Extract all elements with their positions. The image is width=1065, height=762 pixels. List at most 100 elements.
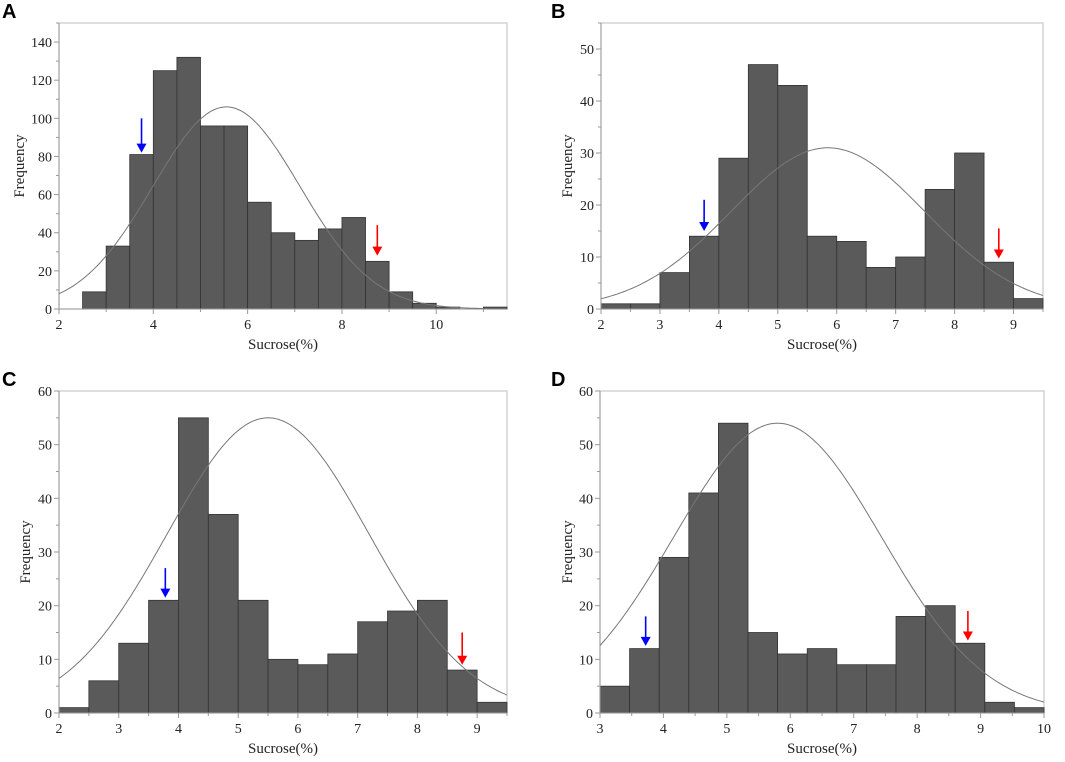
histogram-bar — [297, 664, 329, 714]
y-tick-label: 20 — [579, 600, 593, 615]
blue-arrow-icon — [640, 616, 651, 646]
x-tick-label: 7 — [354, 722, 361, 737]
histogram-bar — [659, 272, 690, 310]
x-tick-label: 6 — [833, 318, 840, 333]
y-tick-label: 0 — [45, 303, 52, 318]
histogram-bar — [412, 302, 437, 310]
histogram-bar — [105, 245, 131, 310]
histogram-bar — [599, 685, 631, 714]
histogram-bar — [129, 154, 154, 310]
y-tick-label: 40 — [38, 492, 52, 507]
y-tick-label: 20 — [38, 600, 52, 615]
histogram-bar — [446, 669, 478, 714]
histogram-bar — [200, 125, 225, 310]
x-tick-label: 4 — [150, 318, 157, 333]
y-tick-label: 10 — [580, 251, 594, 266]
histogram-bar — [207, 514, 239, 714]
normal-curve — [58, 106, 508, 310]
x-tick-label: 8 — [951, 318, 958, 333]
histogram-bar — [294, 239, 319, 310]
arrow-head — [962, 631, 973, 641]
red-arrow-icon — [993, 228, 1004, 259]
histogram-bar — [476, 701, 508, 714]
x-axis-label: Sucrose(%) — [787, 741, 857, 757]
y-tick-label: 50 — [38, 439, 52, 454]
histogram-bar — [718, 422, 749, 714]
x-tick-label: 6 — [294, 722, 301, 737]
y-axis-label: Frequency — [560, 134, 576, 198]
histogram-bar — [983, 261, 1014, 310]
histogram-bar — [658, 556, 690, 714]
x-tick-label: 7 — [892, 318, 899, 333]
x-tick-label: 3 — [656, 318, 663, 333]
histogram-bar — [223, 125, 249, 310]
histogram-bar — [718, 157, 749, 310]
histogram-bar — [924, 188, 956, 310]
histogram-bar — [836, 664, 867, 714]
histogram-bar — [270, 232, 296, 310]
y-tick-label: 20 — [580, 199, 594, 214]
histogram-bar — [317, 228, 343, 310]
x-axis-label: Sucrose(%) — [248, 741, 318, 757]
y-tick-label: 30 — [579, 546, 593, 561]
y-tick-label: 50 — [579, 439, 593, 454]
histogram-bar — [176, 56, 201, 310]
x-tick-label: 10 — [1037, 722, 1051, 737]
y-tick-label: 60 — [38, 189, 52, 204]
y-tick-label: 140 — [31, 36, 52, 51]
y-axis-label: Frequency — [12, 134, 28, 198]
x-tick-label: 5 — [235, 722, 242, 737]
histogram-bar — [388, 291, 414, 310]
x-tick-label: 4 — [175, 722, 182, 737]
blue-arrow-icon — [160, 568, 171, 598]
arrow-head — [640, 636, 651, 646]
y-tick-label: 30 — [38, 546, 52, 561]
histogram-bar — [954, 642, 986, 714]
histogram-bar — [630, 303, 661, 310]
arrow-head — [372, 246, 383, 256]
x-tick-label: 2 — [56, 318, 63, 333]
arrow-head — [993, 249, 1004, 259]
x-tick-label: 6 — [787, 722, 794, 737]
histogram-bar — [984, 701, 1015, 714]
histogram-bar — [895, 616, 927, 714]
arrow-head — [160, 588, 171, 598]
x-tick-label: 8 — [414, 722, 421, 737]
y-tick-label: 0 — [586, 707, 593, 722]
y-tick-label: 80 — [38, 150, 52, 165]
normal-curve — [600, 147, 1044, 300]
x-tick-label: 9 — [977, 722, 984, 737]
panel-a: A 0 20 40 60 80 100 120 140 2 4 6 8 10 Sucrose(%) Frequ… — [2, 1, 508, 353]
histogram-bar — [895, 256, 926, 310]
histogram-bar — [747, 632, 779, 714]
y-tick-label: 0 — [587, 303, 594, 318]
histogram-bar — [267, 658, 299, 714]
red-arrow-icon — [962, 611, 973, 641]
y-tick-label: 50 — [580, 43, 594, 58]
x-tick-label: 9 — [1010, 318, 1017, 333]
arrow-head — [136, 143, 147, 153]
blue-arrow-icon — [699, 199, 710, 231]
x-tick-label: 4 — [715, 318, 722, 333]
histogram-bar — [82, 291, 107, 310]
x-tick-label: 8 — [338, 318, 345, 333]
normal-curve — [599, 422, 1045, 703]
panel-letter: D — [551, 369, 565, 391]
red-arrow-icon — [372, 225, 383, 256]
histogram-bar — [866, 664, 897, 714]
y-tick-label: 120 — [31, 74, 52, 89]
histogram-bar — [806, 235, 838, 310]
x-tick-label: 5 — [723, 722, 730, 737]
histogram-bar — [806, 648, 838, 714]
x-tick-label: 8 — [914, 722, 921, 737]
histogram-bar — [148, 599, 179, 714]
panel-letter: A — [2, 1, 16, 23]
histogram-bar — [118, 642, 149, 714]
y-tick-label: 40 — [579, 492, 593, 507]
x-tick-label: 2 — [598, 318, 605, 333]
x-tick-label: 4 — [660, 722, 667, 737]
y-tick-label: 30 — [580, 147, 594, 162]
blue-arrow-icon — [136, 118, 147, 153]
histogram-bar — [600, 303, 631, 310]
y-tick-label: 20 — [38, 265, 52, 280]
